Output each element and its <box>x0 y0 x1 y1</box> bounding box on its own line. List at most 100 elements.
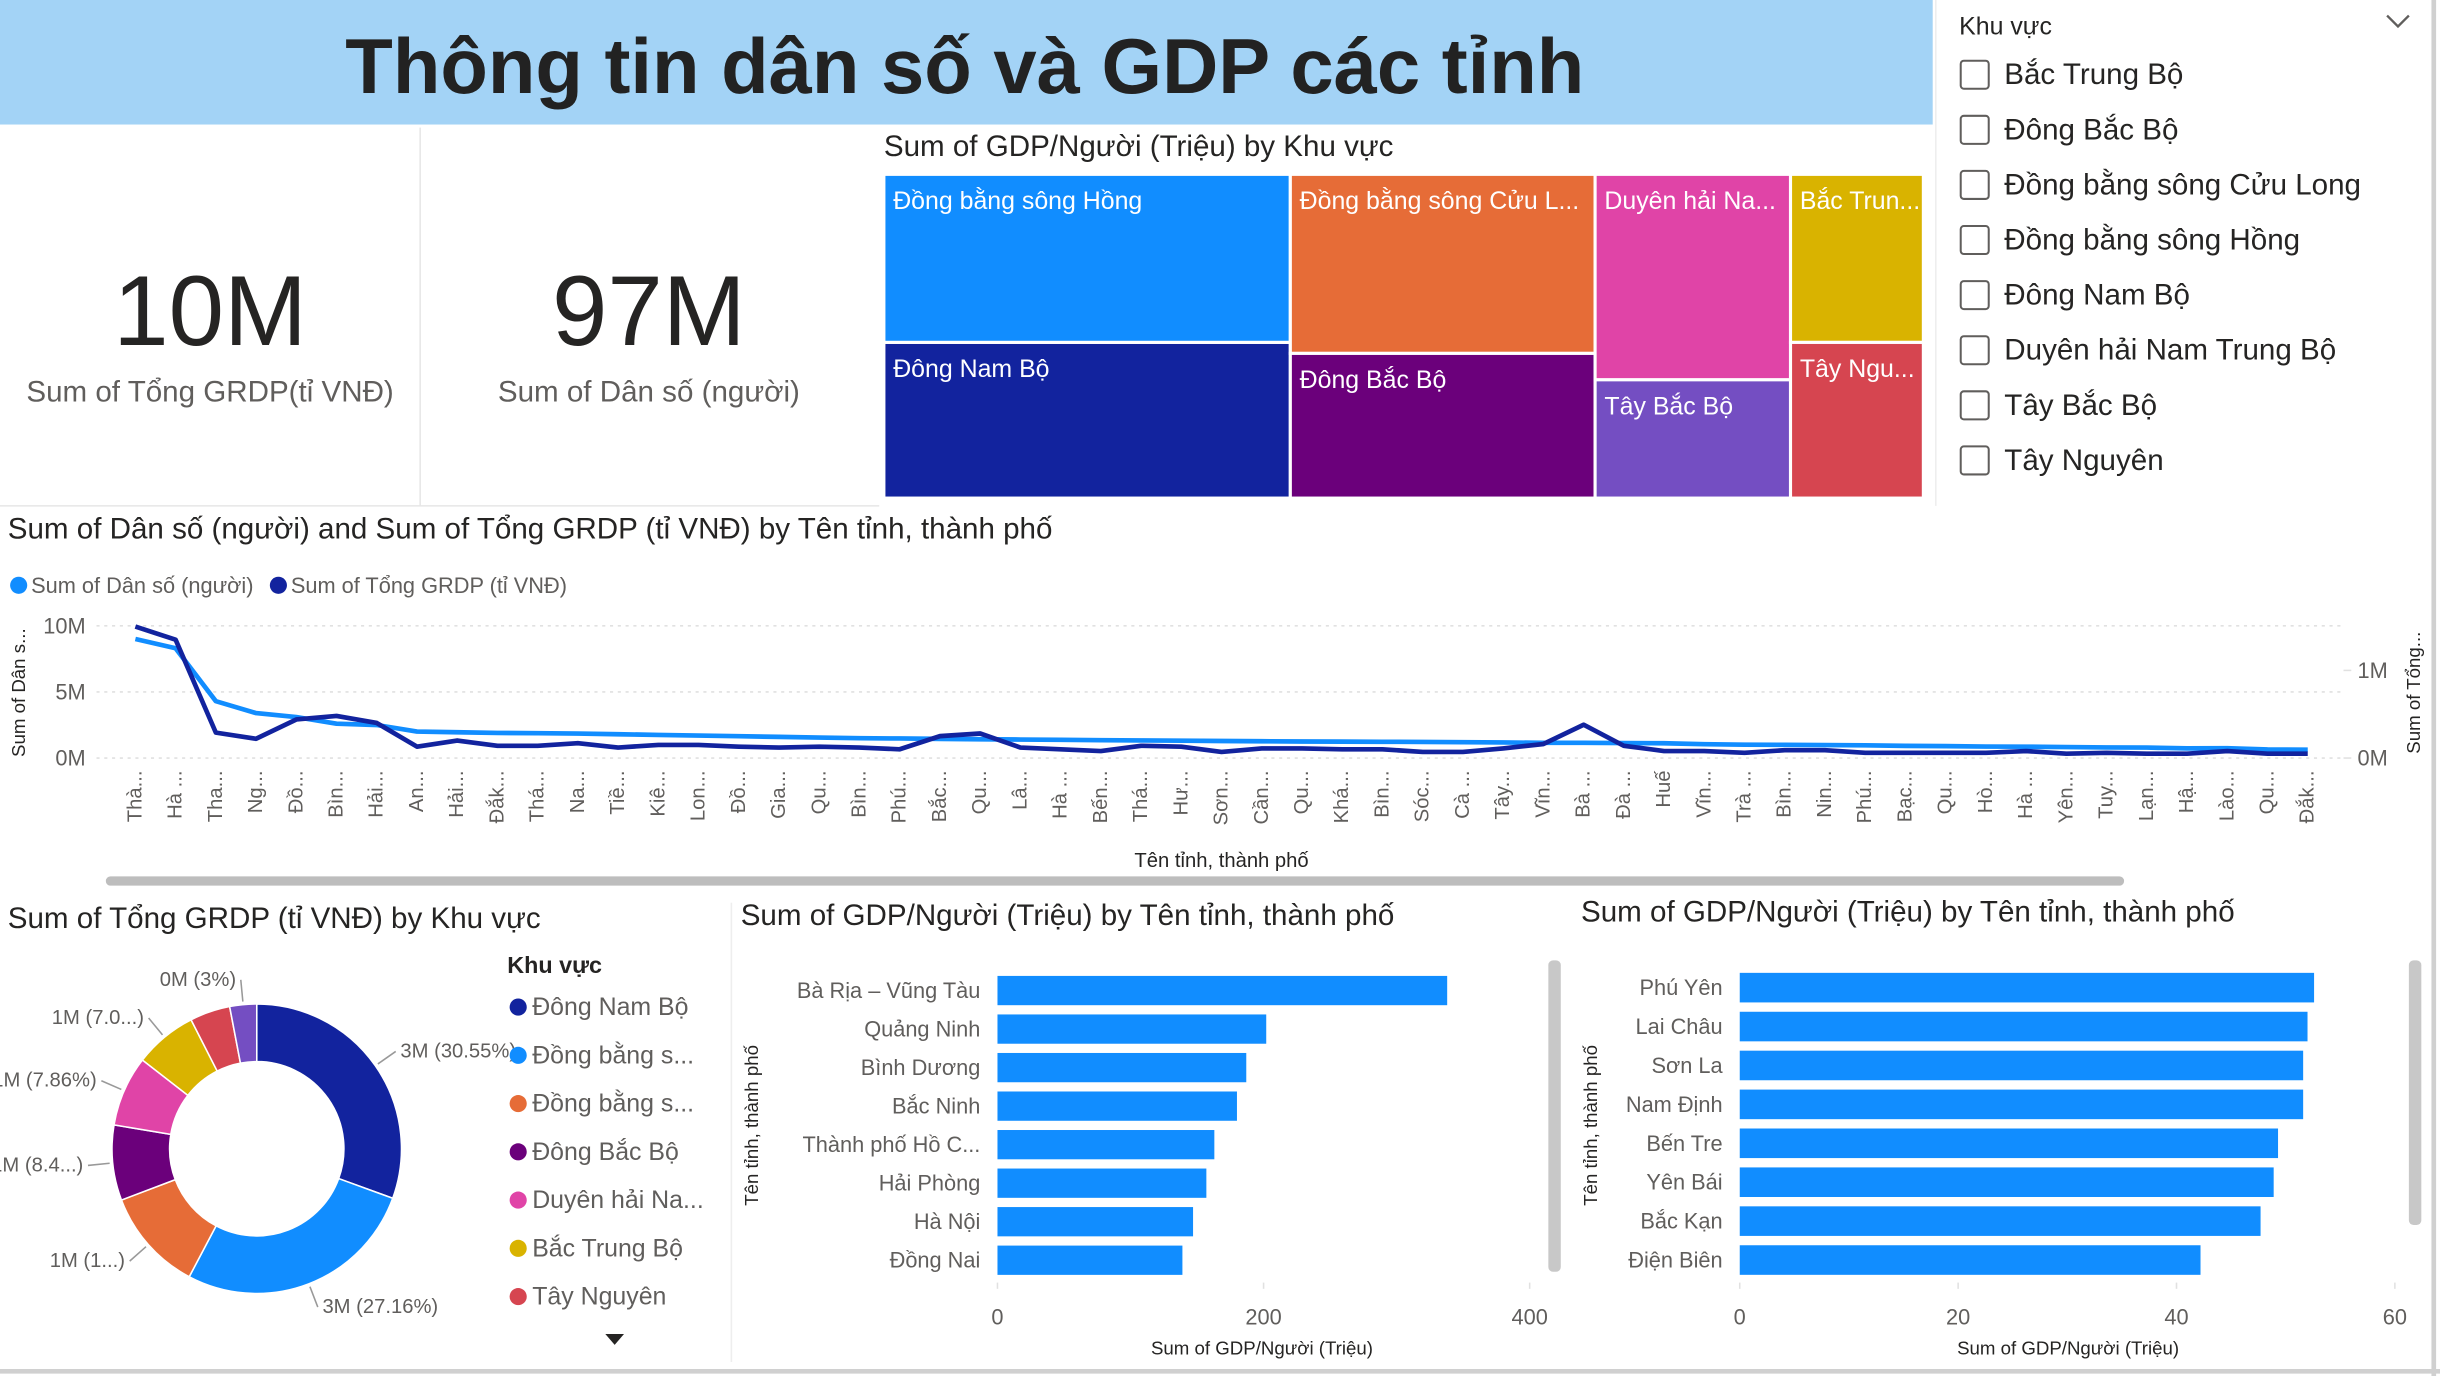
x-tick-label: Na... <box>567 770 589 813</box>
bar[interactable] <box>1739 1089 2304 1120</box>
slicer-item[interactable]: Đông Nam Bộ <box>2004 279 2190 312</box>
treemap-label: Đông Nam Bộ <box>893 355 1049 383</box>
bar[interactable] <box>997 1130 1215 1160</box>
slicer-item[interactable]: Tây Bắc Bộ <box>2004 389 2157 422</box>
legend-label[interactable]: Bắc Trung Bộ <box>532 1233 683 1262</box>
bar[interactable] <box>1739 1206 2261 1236</box>
y-tick-label: Yên Bái <box>1646 1170 1722 1195</box>
legend-label[interactable]: Sum of Dân số (người) <box>31 573 253 598</box>
bar[interactable] <box>1739 1050 2304 1081</box>
treemap-tile[interactable] <box>1788 340 1925 500</box>
slicer-checkbox[interactable] <box>1959 390 1990 421</box>
slicer-item[interactable]: Đồng bằng sông Hồng <box>2004 224 2300 257</box>
slicer-item[interactable]: Tây Nguyên <box>2004 444 2163 477</box>
x-tick-label: Tây... <box>1492 770 1514 819</box>
y-axis-title: Tên tỉnh, thành phố <box>741 1045 762 1206</box>
legend-label[interactable]: Đồng bằng s... <box>532 1089 694 1118</box>
bar[interactable] <box>997 975 1448 1006</box>
legend-marker[interactable] <box>509 1046 527 1064</box>
treemap-tile[interactable] <box>1788 172 1925 344</box>
data-label: 1M (1...) <box>50 1250 125 1272</box>
legend-marker[interactable] <box>509 1239 527 1257</box>
legend-marker[interactable] <box>509 1288 527 1306</box>
x-tick-label: Lào... <box>2216 770 2238 821</box>
slicer-item[interactable]: Đồng bằng sông Cửu Long <box>2004 168 2361 201</box>
x-tick-label: Thà... <box>124 770 146 822</box>
slicer-checkbox[interactable] <box>1959 335 1990 366</box>
bar[interactable] <box>1739 1167 2274 1197</box>
x-tick-label: Ng... <box>245 770 267 813</box>
bar[interactable] <box>1739 1245 2201 1275</box>
x-tick-label: Bìn... <box>1774 770 1796 817</box>
treemap-tile[interactable] <box>1288 172 1597 355</box>
bar[interactable] <box>1739 972 2315 1003</box>
treemap-label: Duyên hải Na... <box>1604 187 1776 215</box>
bar[interactable] <box>997 1052 1247 1083</box>
slicer-checkbox[interactable] <box>1959 59 1990 90</box>
chart-title: Sum of GDP/Người (Triệu) by Tên tỉnh, th… <box>1581 896 2235 929</box>
bar[interactable] <box>1739 1011 2308 1042</box>
slicer-checkbox[interactable] <box>1959 114 1990 145</box>
slicer-checkbox[interactable] <box>1959 445 1990 476</box>
x-tick-label: Lâ... <box>1009 770 1031 809</box>
x-tick-label: Bà ... <box>1573 770 1595 817</box>
x-tick-label: Hà ... <box>165 770 187 818</box>
x-tick-label: Bạc... <box>1894 770 1916 822</box>
legend-label[interactable]: Đông Nam Bộ <box>532 993 688 1021</box>
treemap-tile[interactable] <box>1593 378 1793 500</box>
scrollbar[interactable] <box>105 876 2125 886</box>
x-tick-label: An... <box>406 770 428 812</box>
y-tick-label: Sơn La <box>1651 1053 1723 1078</box>
donut-slice[interactable] <box>255 1003 403 1200</box>
legend-marker[interactable] <box>10 576 28 594</box>
x-tick-label: Phú... <box>1854 770 1876 823</box>
slicer-item[interactable]: Duyên hải Nam Trung Bộ <box>2004 334 2336 367</box>
legend-marker[interactable] <box>509 1143 527 1161</box>
legend-marker[interactable] <box>509 1191 527 1209</box>
legend-label[interactable]: Đông Bắc Bộ <box>532 1137 679 1166</box>
scrollbar[interactable] <box>1548 960 1561 1272</box>
line-series <box>134 624 2308 756</box>
kpi-label: Sum of Tổng GRDP(tỉ VNĐ) <box>26 376 393 409</box>
legend-label[interactable]: Duyên hải Na... <box>532 1186 704 1214</box>
bar[interactable] <box>1739 1128 2279 1159</box>
scrollbar[interactable] <box>2408 960 2422 1226</box>
y-tick-label: Hải Phòng <box>879 1171 981 1196</box>
x-tick-label: Đồ... <box>285 770 307 813</box>
treemap-label: Đồng bằng sông Hồng <box>893 186 1142 215</box>
slicer-checkbox[interactable] <box>1959 169 1990 200</box>
data-label: 0M (3%) <box>160 969 236 991</box>
bar[interactable] <box>997 1091 1237 1121</box>
y2-tick-label: 0M <box>2358 746 2388 771</box>
kpi-value: 10M <box>113 256 307 367</box>
legend-marker[interactable] <box>269 576 287 594</box>
legend-label[interactable]: Sum of Tổng GRDP (tỉ VNĐ) <box>291 573 567 598</box>
chart-title: Sum of GDP/Người (Triệu) by Tên tỉnh, th… <box>741 899 1395 932</box>
bar[interactable] <box>997 1168 1207 1198</box>
legend-marker[interactable] <box>509 1095 527 1113</box>
donut-slice[interactable] <box>188 1177 394 1295</box>
slicer-checkbox[interactable] <box>1959 225 1990 256</box>
x-tick-label: Khá... <box>1331 770 1353 823</box>
y-tick-label: Bến Tre <box>1646 1131 1722 1156</box>
data-label: 3M (30.55%) <box>400 1040 516 1062</box>
slicer-item[interactable]: Đông Bắc Bộ <box>2004 113 2178 146</box>
x-tick-label: Qu... <box>1291 770 1313 814</box>
bar[interactable] <box>997 1245 1183 1275</box>
legend-marker[interactable] <box>509 998 527 1016</box>
slicer-chevron[interactable] <box>2386 14 2410 29</box>
legend-label[interactable]: Tây Nguyên <box>532 1283 666 1311</box>
slicer-item[interactable]: Bắc Trung Bộ <box>2004 58 2183 91</box>
legend-label[interactable]: Đồng bằng s... <box>532 1040 694 1069</box>
legend-scroll-arrow[interactable] <box>605 1333 625 1345</box>
bar[interactable] <box>997 1207 1194 1237</box>
x-tick-label: Gia... <box>768 770 790 818</box>
x-tick-label: Bến... <box>1090 770 1112 823</box>
y-tick-label: Lai Châu <box>1635 1014 1722 1039</box>
bar[interactable] <box>997 1014 1267 1044</box>
donut-slice[interactable] <box>228 1003 258 1065</box>
x-tick-label: Hà ... <box>2015 770 2037 818</box>
slicer-checkbox[interactable] <box>1959 280 1990 311</box>
x-tick-label: Sơn... <box>1211 770 1233 825</box>
